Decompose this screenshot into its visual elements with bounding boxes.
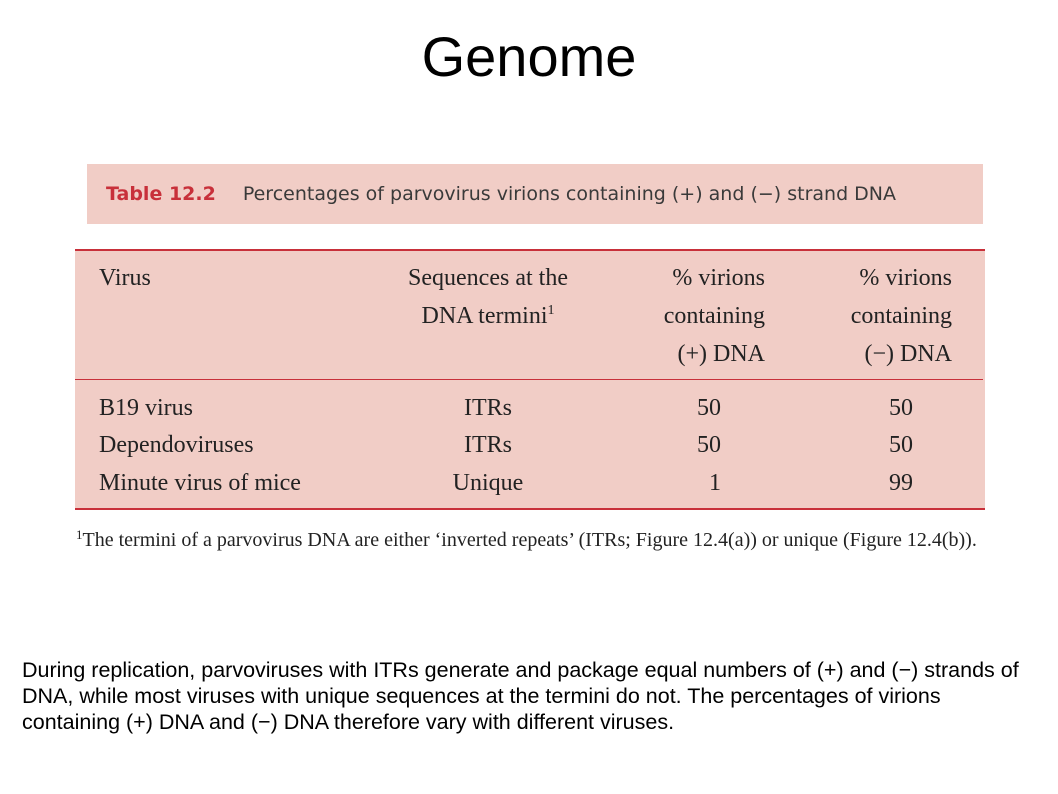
header-sequences-line2: DNA termini	[421, 303, 548, 329]
header-plus-dna: % virions containing (+) DNA	[610, 259, 765, 373]
table-cell-plus: 50	[697, 395, 721, 421]
table-cell-minus: 99	[889, 470, 913, 496]
header-minus-line1: % virions	[859, 265, 952, 291]
table-caption-text: Percentages of parvovirus virions contai…	[242, 183, 897, 205]
table-cell-virus: B19 virus	[99, 395, 194, 421]
header-virus: Virus	[99, 265, 151, 291]
table-cell-plus: 50	[697, 432, 721, 458]
header-minus-line3: (−) DNA	[864, 341, 952, 367]
table-cell-virus: Minute virus of mice	[99, 470, 301, 496]
table-caption: Table 12.2 Percentages of parvovirus vir…	[87, 164, 983, 224]
data-table: Virus Sequences at the DNA termini1 % vi…	[75, 249, 985, 510]
table-cell-minus: 50	[889, 432, 913, 458]
table-footnote: 1The termini of a parvovirus DNA are eit…	[76, 527, 984, 552]
table-cell-sequences: Unique	[452, 470, 524, 496]
table-cell-sequences: ITRs	[464, 432, 512, 458]
table-cell-sequences: ITRs	[464, 395, 512, 421]
table-cell-minus: 50	[889, 395, 913, 421]
header-sequences-line1: Sequences at the	[408, 265, 568, 291]
table-number: Table 12.2	[106, 183, 216, 205]
header-plus-line3: (+) DNA	[677, 341, 765, 367]
footnote-text: The termini of a parvovirus DNA are eith…	[82, 529, 977, 551]
slide-title: Genome	[421, 25, 637, 88]
table-cell-plus: 1	[709, 470, 721, 496]
header-plus-line1: % virions	[672, 265, 765, 291]
header-plus-line2: containing	[663, 303, 765, 329]
header-minus-dna: % virions containing (−) DNA	[797, 259, 952, 373]
summary-text: During replication, parvoviruses with IT…	[22, 658, 1019, 734]
header-sequences-footnote-marker: 1	[547, 303, 555, 318]
header-sequences: Sequences at the DNA termini1	[384, 259, 592, 335]
header-divider	[75, 379, 983, 380]
footnote-marker: 1	[76, 527, 83, 542]
header-minus-line2: containing	[850, 303, 952, 329]
table-cell-virus: Dependoviruses	[99, 432, 254, 458]
